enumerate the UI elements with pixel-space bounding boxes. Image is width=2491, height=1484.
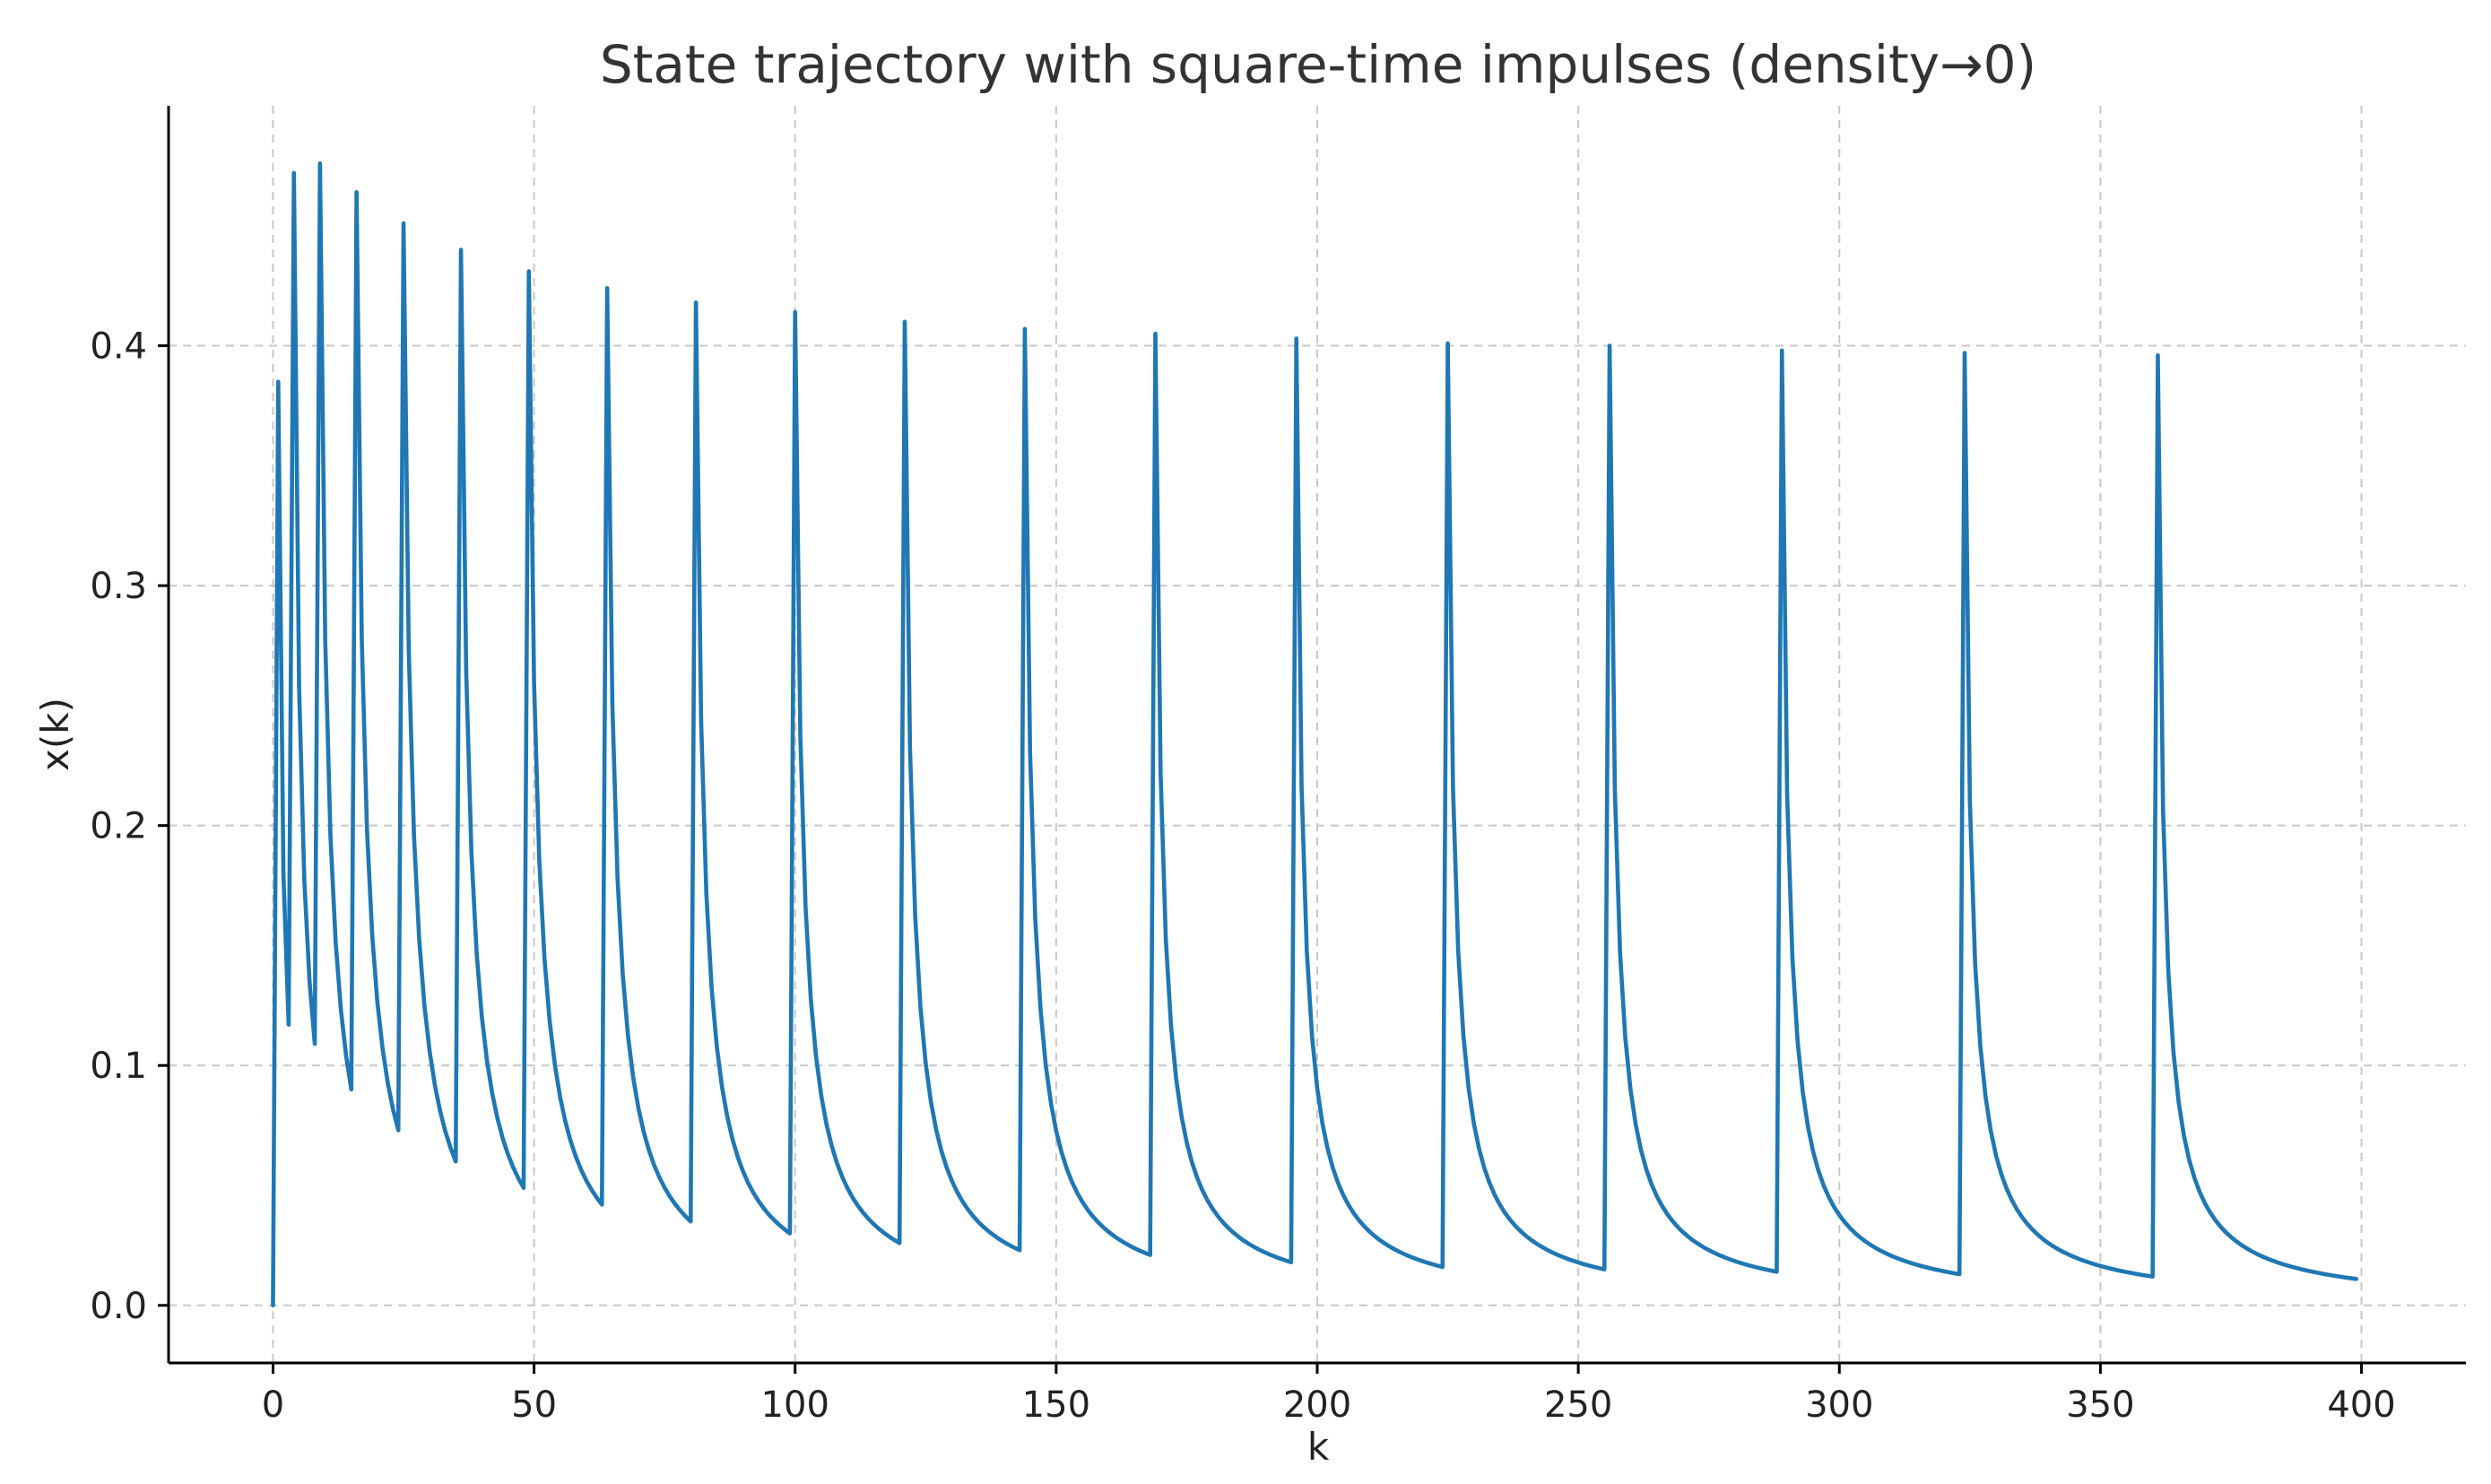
y-tick-label: 0.2 — [90, 806, 147, 847]
x-tick-label: 150 — [1022, 1384, 1090, 1426]
x-tick-label: 0 — [262, 1384, 284, 1426]
y-tick-label: 0.0 — [90, 1286, 147, 1327]
x-tick-label: 350 — [2066, 1384, 2134, 1426]
x-tick-label: 50 — [511, 1384, 557, 1426]
x-axis-label: k — [1307, 1425, 1330, 1469]
x-tick-label: 200 — [1283, 1384, 1351, 1426]
y-tick-label: 0.3 — [90, 566, 147, 607]
grid-layer — [169, 106, 2466, 1363]
x-tick-label: 100 — [761, 1384, 829, 1426]
y-tick-label: 0.4 — [90, 326, 147, 368]
chart-title: State trajectory with square-time impuls… — [600, 34, 2036, 95]
series-line-xk — [271, 161, 2359, 1308]
series-layer — [271, 161, 2359, 1308]
x-tick-label: 250 — [1544, 1384, 1612, 1426]
y-axis-label: x(k) — [33, 698, 77, 771]
x-tick-label: 300 — [1805, 1384, 1873, 1426]
y-tick-label: 0.1 — [90, 1046, 147, 1087]
tick-layer: 0 50 100 150 200 250 300 350 400 0.0 0.1 0.2 0.3 0.4 — [90, 326, 2395, 1426]
x-tick-label: 400 — [2327, 1384, 2395, 1426]
